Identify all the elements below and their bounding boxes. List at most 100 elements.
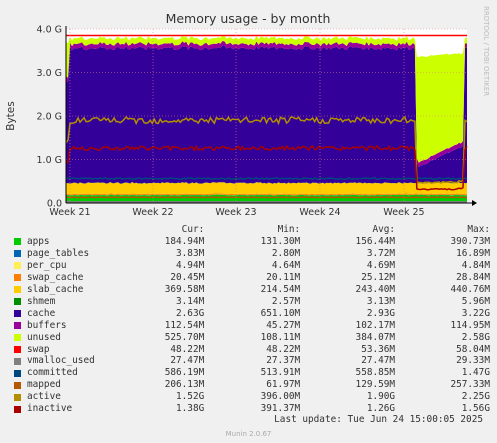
legend-max: 1.47G: [461, 367, 490, 379]
legend-max: 390.73M: [450, 235, 490, 247]
legend-swatch: [14, 262, 21, 270]
legend-row-mapped: mapped 206.13M 61.97M 129.59M 257.33M: [10, 379, 490, 391]
legend-name: swap: [27, 343, 50, 355]
legend-name: swap_cache: [27, 271, 84, 283]
legend-header-cur: Cur:: [181, 224, 205, 235]
legend-max: 29.33M: [456, 355, 490, 367]
legend-min: 48.22M: [266, 343, 301, 355]
legend-max: 2.58G: [461, 331, 490, 343]
legend-swatch: [14, 238, 21, 246]
legend-swatch: [14, 334, 21, 342]
legend-max: 1.56G: [461, 403, 490, 415]
area-swap-cache: [66, 193, 467, 196]
memory-chart: Memory usage - by month Bytes RRDTOOL / …: [5, 6, 490, 218]
legend-row-unused: unused 525.70M 108.11M 384.07M 2.58G: [10, 332, 490, 344]
x-ticks: Week 21 Week 22 Week 23 Week 24 Week 25: [49, 207, 424, 218]
legend-min: 2.57M: [271, 295, 301, 307]
legend-max: 2.25G: [461, 391, 490, 403]
y-tick-label: 1.0 G: [37, 155, 63, 166]
legend-row-slab-cache: slab_cache 369.58M 214.54M 243.40M 440.76M: [10, 284, 490, 296]
chart-title: Memory usage - by month: [166, 11, 331, 26]
legend-cur: 20.45M: [170, 271, 205, 283]
legend-row-page-tables: page_tables 3.83M 2.80M 3.72M 16.89M: [10, 248, 490, 260]
legend-cur: 4.94M: [176, 259, 205, 271]
legend-row-inactive: inactive 1.38G 391.37M 1.26G 1.56G: [10, 403, 490, 415]
legend-min: 61.97M: [266, 379, 301, 391]
y-tick-label: 2.0 G: [37, 112, 63, 123]
legend-max: 4.84M: [461, 259, 490, 271]
legend-swatch: [14, 405, 21, 413]
legend-name: shmem: [27, 295, 56, 307]
legend-table: Cur: Min: Avg: Max: apps 184.94M 131.30M 15…: [10, 224, 490, 415]
legend-avg: 53.36M: [361, 343, 396, 355]
legend-min: 651.10M: [260, 307, 301, 319]
legend-avg: 3.72M: [366, 247, 396, 259]
legend-cur: 586.19M: [164, 367, 205, 379]
x-axis-arrow: [472, 200, 477, 206]
legend-row-per-cpu: per_cpu 4.94M 4.64M 4.69M 4.84M: [10, 260, 490, 272]
legend-name: slab_cache: [27, 283, 84, 295]
x-tick-label: Week 21: [49, 207, 90, 218]
legend-row-buffers: buffers 112.54M 45.27M 102.17M 114.95M: [10, 320, 490, 332]
legend-max: 28.84M: [456, 271, 490, 283]
legend-swatch: [14, 274, 21, 282]
legend-avg: 25.12M: [361, 271, 396, 283]
legend-max: 257.33M: [450, 379, 490, 391]
legend-min: 513.91M: [260, 367, 301, 379]
legend-avg: 243.40M: [355, 283, 396, 295]
grid-lines: [66, 28, 467, 203]
legend-swatch: [14, 346, 21, 353]
legend-min: 108.11M: [260, 331, 301, 343]
legend-avg: 558.85M: [355, 367, 396, 379]
last-update: Last update: Tue Jun 24 15:00:05 2025: [274, 414, 483, 425]
legend-swatch: [14, 357, 21, 365]
x-tick-label: Week 25: [383, 207, 424, 218]
legend-max: 114.95M: [450, 319, 490, 331]
area-unused: [66, 35, 467, 163]
legend-cur: 112.54M: [164, 319, 205, 331]
legend-max: 16.89M: [456, 247, 490, 259]
x-tick-label: Week 22: [132, 207, 173, 218]
legend-cur: 2.63G: [176, 307, 205, 319]
legend-name: unused: [27, 331, 61, 343]
legend-avg: 27.47M: [361, 355, 396, 367]
legend-cur: 369.58M: [164, 283, 205, 295]
area-page-tables: [66, 194, 467, 196]
legend-row-apps: apps 184.94M 131.30M 156.44M 390.73M: [10, 236, 490, 248]
legend-avg: 4.69M: [366, 259, 396, 271]
legend-avg: 1.90G: [366, 391, 396, 403]
legend-max: 58.04M: [456, 343, 490, 355]
legend-avg: 3.13M: [366, 295, 396, 307]
legend-cur: 27.47M: [170, 355, 205, 367]
legend-swatch: [14, 298, 21, 306]
legend-swatch: [14, 381, 21, 389]
legend-swatch: [14, 369, 21, 377]
legend-avg: 2.93G: [366, 307, 396, 319]
legend-cur: 3.83M: [176, 247, 205, 259]
legend-min: 2.80M: [271, 247, 301, 259]
legend-avg: 102.17M: [355, 319, 396, 331]
legend-min: 27.37M: [266, 355, 301, 367]
legend-cur: 3.14M: [176, 295, 205, 307]
area-slab-cache: [66, 182, 467, 195]
legend-max: 5.96M: [461, 295, 490, 307]
legend-swatch: [14, 286, 21, 294]
legend-name: page_tables: [27, 247, 90, 259]
legend-avg: 129.59M: [355, 379, 396, 391]
legend-min: 391.37M: [260, 403, 301, 415]
legend-name: buffers: [27, 319, 67, 331]
legend-name: committed: [27, 367, 78, 379]
x-tick-label: Week 24: [299, 207, 340, 218]
y-tick-label: 0.0: [47, 199, 62, 210]
legend-row-swap: swap 48.22M 48.22M 53.36M 58.04M: [10, 344, 490, 356]
legend-cur: 1.38G: [176, 403, 205, 415]
legend-min: 20.11M: [266, 271, 301, 283]
line-committed: [65, 177, 468, 181]
legend-cur: 525.70M: [164, 331, 205, 343]
munin-version: Munin 2.0.67: [225, 430, 272, 438]
legend-swatch: [14, 250, 21, 258]
y-ticks: 0.0 1.0 G 2.0 G 3.0 G 4.0 G: [37, 25, 63, 210]
legend-swatch: [14, 393, 21, 401]
legend-header-avg: Avg:: [372, 224, 396, 235]
y-axis-label: Bytes: [5, 101, 17, 130]
